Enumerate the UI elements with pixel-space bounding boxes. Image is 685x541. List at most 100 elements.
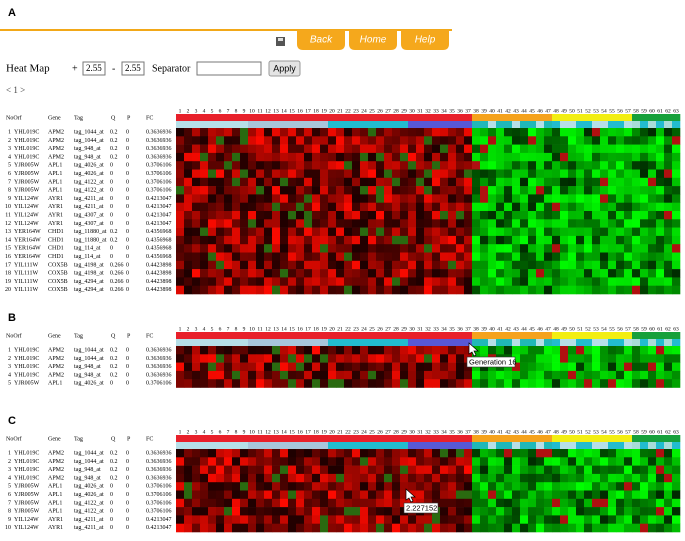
heat-cell[interactable] — [304, 269, 313, 278]
heat-cell[interactable] — [440, 379, 449, 388]
heat-cell[interactable] — [664, 211, 673, 220]
heat-cell[interactable] — [256, 227, 265, 237]
heat-cell[interactable] — [208, 152, 217, 162]
heat-cell[interactable] — [496, 144, 505, 154]
heat-cell[interactable] — [480, 211, 489, 220]
heat-cell[interactable] — [552, 523, 561, 533]
heat-cell[interactable] — [672, 473, 681, 483]
heat-cell[interactable] — [272, 252, 281, 262]
heat-cell[interactable] — [640, 277, 649, 286]
heat-cell[interactable] — [528, 379, 537, 388]
heat-cell[interactable] — [392, 379, 401, 388]
heat-cell[interactable] — [368, 152, 377, 162]
heat-cell[interactable] — [432, 211, 441, 220]
heat-cell[interactable] — [584, 128, 593, 137]
heat-cell[interactable] — [656, 186, 665, 195]
heat-cell[interactable] — [600, 482, 609, 491]
heat-cell[interactable] — [216, 523, 225, 533]
heat-cell[interactable] — [560, 235, 569, 245]
heat-cell[interactable] — [520, 161, 529, 170]
heat-cell[interactable] — [672, 235, 681, 245]
heat-cell[interactable] — [432, 490, 441, 500]
heat-cell[interactable] — [512, 161, 521, 170]
heat-cell[interactable] — [664, 144, 673, 154]
heat-cell[interactable] — [672, 507, 681, 516]
heat-cell[interactable] — [584, 482, 593, 491]
heat-cell[interactable] — [360, 457, 369, 466]
heat-cell[interactable] — [624, 362, 633, 372]
heat-cell[interactable] — [424, 186, 433, 195]
heat-cell[interactable] — [672, 457, 681, 466]
heat-cell[interactable] — [304, 482, 313, 491]
heat-cell[interactable] — [456, 346, 465, 355]
heat-cell[interactable] — [216, 490, 225, 500]
heat-cell[interactable] — [392, 244, 401, 253]
heat-cell[interactable] — [672, 169, 681, 179]
heat-cell[interactable] — [568, 144, 577, 154]
heat-cell[interactable] — [344, 211, 353, 220]
heat-cell[interactable] — [184, 498, 193, 508]
heat-cell[interactable] — [424, 346, 433, 355]
heat-cell[interactable] — [432, 457, 441, 466]
heat-cell[interactable] — [360, 128, 369, 137]
heat-cell[interactable] — [408, 244, 417, 253]
heat-cell[interactable] — [440, 457, 449, 466]
heat-cell[interactable] — [184, 177, 193, 187]
heat-cell[interactable] — [224, 362, 233, 372]
heat-cell[interactable] — [368, 507, 377, 516]
heat-cell[interactable] — [320, 473, 329, 483]
heat-cell[interactable] — [200, 252, 209, 262]
heat-cell[interactable] — [504, 490, 513, 500]
heat-cell[interactable] — [296, 161, 305, 170]
heat-cell[interactable] — [656, 144, 665, 154]
heat-cell[interactable] — [584, 354, 593, 363]
heat-cell[interactable] — [504, 219, 513, 228]
heat-cell[interactable] — [272, 346, 281, 355]
heat-cell[interactable] — [552, 277, 561, 286]
heat-cell[interactable] — [576, 219, 585, 228]
heat-cell[interactable] — [512, 128, 521, 137]
heat-cell[interactable] — [176, 219, 185, 228]
heat-cell[interactable] — [584, 379, 593, 388]
heat-cell[interactable] — [592, 244, 601, 253]
heat-cell[interactable] — [352, 370, 361, 380]
heat-cell[interactable] — [192, 144, 201, 154]
heat-cell[interactable] — [592, 219, 601, 228]
heat-cell[interactable] — [472, 260, 481, 270]
heat-cell[interactable] — [520, 277, 529, 286]
heat-cell[interactable] — [288, 490, 297, 500]
heat-cell[interactable] — [608, 244, 617, 253]
heat-cell[interactable] — [200, 362, 209, 372]
heat-cell[interactable] — [448, 457, 457, 466]
heat-cell[interactable] — [536, 202, 545, 212]
heat-cell[interactable] — [408, 523, 417, 533]
heat-cell[interactable] — [192, 260, 201, 270]
heat-cell[interactable] — [560, 194, 569, 203]
heat-cell[interactable] — [656, 354, 665, 363]
heat-cell[interactable] — [352, 194, 361, 203]
heat-cell[interactable] — [440, 186, 449, 195]
heat-cell[interactable] — [256, 277, 265, 286]
heat-cell[interactable] — [240, 227, 249, 237]
heat-cell[interactable] — [536, 244, 545, 253]
heat-cell[interactable] — [208, 227, 217, 237]
heat-cell[interactable] — [328, 219, 337, 228]
heat-cell[interactable] — [448, 169, 457, 179]
heat-cell[interactable] — [256, 244, 265, 253]
heat-cell[interactable] — [672, 370, 681, 380]
heat-cell[interactable] — [416, 473, 425, 483]
button-label[interactable]: Help — [415, 35, 436, 46]
heat-cell[interactable] — [608, 465, 617, 475]
heat-cell[interactable] — [392, 227, 401, 237]
heat-cell[interactable] — [464, 219, 473, 228]
heat-cell[interactable] — [304, 354, 313, 363]
heat-cell[interactable] — [544, 507, 553, 516]
heat-cell[interactable] — [320, 285, 329, 295]
heat-cell[interactable] — [592, 379, 601, 388]
heat-cell[interactable] — [608, 346, 617, 355]
heat-cell[interactable] — [608, 285, 617, 295]
heat-cell[interactable] — [528, 277, 537, 286]
heat-cell[interactable] — [536, 144, 545, 154]
heat-cell[interactable] — [264, 136, 273, 145]
heat-cell[interactable] — [432, 277, 441, 286]
